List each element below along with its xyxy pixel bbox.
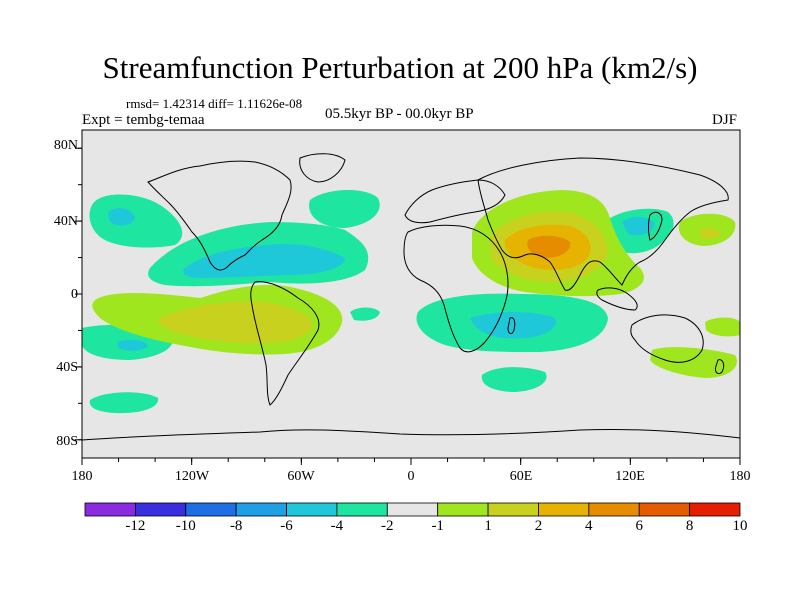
lat-label-80s: 80S bbox=[56, 434, 78, 449]
contour-fields bbox=[82, 189, 740, 414]
colorbar-label: -2 bbox=[381, 518, 394, 534]
colorbar-label: -6 bbox=[280, 518, 293, 534]
lon-label-180e: 180 bbox=[729, 469, 751, 484]
lat-label-0: 0 bbox=[71, 287, 78, 302]
colorbar-label: 2 bbox=[534, 518, 543, 534]
coastline-africa bbox=[403, 224, 509, 353]
coastline-madagascar bbox=[507, 317, 516, 335]
coastline-greenland bbox=[299, 153, 346, 183]
colorbar-label: -10 bbox=[175, 518, 196, 534]
coastline-antarctica bbox=[81, 428, 741, 441]
contour-neg-north-atlantic-high bbox=[309, 189, 380, 228]
colorbar-label: 4 bbox=[585, 518, 593, 534]
colorbar-swatch bbox=[588, 502, 640, 517]
lon-label-180w: 180 bbox=[71, 469, 93, 484]
axis-ticks bbox=[75, 147, 741, 465]
coastline-australia bbox=[630, 314, 704, 363]
coastline-asia bbox=[477, 157, 729, 291]
colorbar-swatch bbox=[235, 502, 287, 517]
coastline-japan bbox=[648, 211, 663, 241]
colorbar-swatch bbox=[286, 502, 338, 517]
colorbar-label: 10 bbox=[732, 518, 748, 534]
contour-pos-se-pacific bbox=[705, 317, 740, 337]
colorbar-swatch bbox=[336, 502, 388, 517]
colorbar-label: -1 bbox=[431, 518, 444, 534]
contour-neg-atlantic-small bbox=[350, 307, 380, 321]
map-background bbox=[82, 130, 740, 458]
coastline-new-zealand bbox=[715, 359, 725, 375]
lon-label-0: 0 bbox=[407, 469, 415, 484]
contour-pos-north-pacific-core bbox=[700, 227, 720, 239]
coastline-north-america bbox=[147, 160, 292, 271]
colorbar-label: -4 bbox=[330, 518, 344, 534]
period-label: 05.5kyr BP - 00.0kyr BP bbox=[325, 106, 474, 122]
coastline-south-america bbox=[250, 281, 320, 406]
coastline-europe bbox=[404, 179, 506, 224]
coastline-maritime-continent bbox=[596, 287, 638, 311]
contour-neg-africa-io-core bbox=[470, 312, 557, 339]
contour-neg-west-pacific-core bbox=[622, 216, 655, 236]
colorbar-swatch bbox=[437, 502, 489, 517]
lat-label-40s: 40S bbox=[56, 360, 78, 375]
colorbar-label: 8 bbox=[685, 518, 694, 534]
stats-annotation: rmsd= 1.42314 diff= 1.11626e-08 bbox=[126, 96, 303, 111]
lon-label-60w: 60W bbox=[287, 469, 315, 484]
contour-pos-asia-io-core bbox=[527, 235, 571, 258]
contour-neg-south-indian bbox=[481, 367, 547, 392]
coastlines bbox=[81, 153, 741, 441]
colorbar-label: 6 bbox=[635, 518, 643, 534]
colorbar-swatch bbox=[487, 502, 539, 517]
lon-label-120e: 120E bbox=[615, 469, 645, 484]
colorbar-swatch bbox=[84, 502, 136, 517]
season-label: DJF bbox=[712, 112, 738, 128]
contour-neg-na-pacific bbox=[89, 194, 183, 248]
chart-title: Streamfunction Perturbation at 200 hPa (… bbox=[102, 50, 698, 85]
experiment-label: Expt = tembg-temaa bbox=[82, 112, 205, 128]
colorbar-swatch bbox=[638, 502, 691, 517]
lat-label-80n: 80N bbox=[53, 138, 78, 153]
colorbar-swatch bbox=[538, 502, 590, 517]
colorbar-swatch bbox=[689, 502, 741, 517]
contour-neg-na-pacific-core bbox=[108, 208, 135, 226]
lat-label-40n: 40N bbox=[53, 214, 78, 229]
colorbar-label: 1 bbox=[484, 518, 492, 534]
contour-neg-south-pacific bbox=[89, 392, 159, 414]
colorbar-swatch bbox=[386, 502, 439, 517]
colorbar-label: -12 bbox=[125, 518, 146, 534]
colorbar bbox=[84, 502, 741, 517]
contour-pos-south-america-core bbox=[157, 301, 313, 344]
contour-neg-south-atlantic-core bbox=[118, 339, 148, 351]
colorbar-label: -8 bbox=[229, 518, 243, 534]
colorbar-swatch bbox=[185, 502, 237, 517]
lon-label-60e: 60E bbox=[509, 469, 533, 484]
lon-label-120w: 120W bbox=[174, 469, 210, 484]
colorbar-swatch bbox=[134, 502, 187, 517]
